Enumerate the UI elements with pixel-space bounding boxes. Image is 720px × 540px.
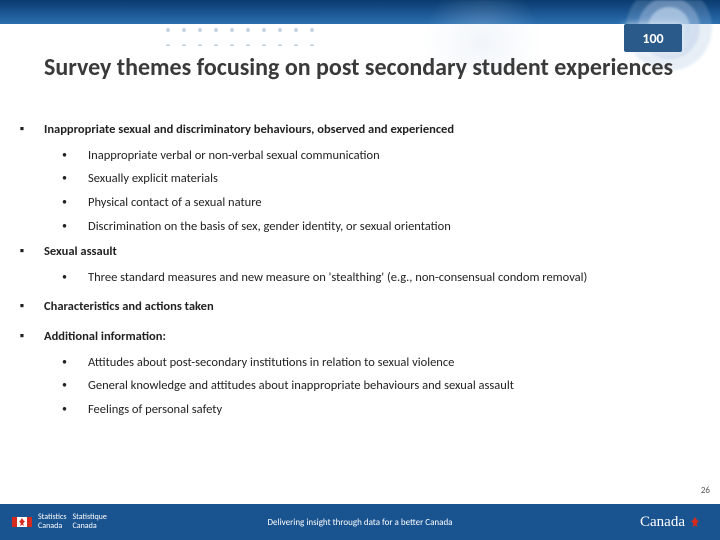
bullet-marker: •: [62, 148, 88, 164]
bullet-marker: •: [62, 219, 88, 235]
bullet-level2: •Three standard measures and new measure…: [62, 270, 700, 286]
slide-title: Survey themes focusing on post secondary…: [44, 54, 680, 82]
bullet-text: Inappropriate verbal or non-verbal sexua…: [88, 148, 700, 164]
bullet-marker: ▪: [18, 122, 44, 138]
bullet-marker: •: [62, 402, 88, 418]
bullet-text: Discrimination on the basis of sex, gend…: [88, 219, 700, 235]
bullet-marker: •: [62, 355, 88, 371]
bullet-text: Sexual assault: [44, 244, 117, 260]
bullet-text: Physical contact of a sexual nature: [88, 195, 700, 211]
footer-agency-block: StatisticsCanada StatistiqueCanada: [0, 513, 107, 531]
footer-tagline: Delivering insight through data for a be…: [0, 517, 720, 528]
bullet-level1: ▪Inappropriate sexual and discriminatory…: [18, 122, 700, 138]
bullet-text: Characteristics and actions taken: [44, 299, 214, 315]
bullet-text: Sexually explicit materials: [88, 171, 700, 187]
bullet-level2: •Feelings of personal safety: [62, 402, 700, 418]
bullet-marker: ▪: [18, 329, 44, 345]
bullet-marker: •: [62, 270, 88, 286]
bullet-level2: •Physical contact of a sexual nature: [62, 195, 700, 211]
bullet-marker: •: [62, 378, 88, 394]
bullet-level2: •Attitudes about post-secondary institut…: [62, 355, 700, 371]
bullet-marker: •: [62, 195, 88, 211]
bullet-marker: ▪: [18, 244, 44, 260]
canada-flag-icon: [12, 517, 32, 527]
bullet-text: Three standard measures and new measure …: [88, 270, 700, 286]
bullet-level1: ▪Additional information:: [18, 329, 700, 345]
bullet-marker: ▪: [18, 299, 44, 315]
agency-name-fr: StatistiqueCanada: [72, 513, 106, 531]
bullet-level1: ▪Characteristics and actions taken: [18, 299, 700, 315]
canada-wordmark: Canada: [640, 514, 720, 531]
bullet-text: General knowledge and attitudes about in…: [88, 378, 700, 394]
bullet-level2: •Inappropriate verbal or non-verbal sexu…: [62, 148, 700, 164]
content-body: ▪Inappropriate sexual and discriminatory…: [18, 122, 700, 426]
bullet-text: Inappropriate sexual and discriminatory …: [44, 122, 454, 138]
bullet-text: Attitudes about post-secondary instituti…: [88, 355, 700, 371]
bullet-level2: •General knowledge and attitudes about i…: [62, 378, 700, 394]
anniversary-badge: 100: [624, 24, 682, 52]
header-dot-pattern: [160, 6, 320, 46]
bullet-text: Additional information:: [44, 329, 166, 345]
maple-leaf-icon: [688, 515, 702, 529]
footer-bar: StatisticsCanada StatistiqueCanada Deliv…: [0, 504, 720, 540]
bullet-text: Feelings of personal safety: [88, 402, 700, 418]
agency-name-en: StatisticsCanada: [38, 513, 66, 531]
bullet-level1: ▪Sexual assault: [18, 244, 700, 260]
bullet-level2: •Discrimination on the basis of sex, gen…: [62, 219, 700, 235]
bullet-marker: •: [62, 171, 88, 187]
bullet-level2: •Sexually explicit materials: [62, 171, 700, 187]
page-number: 26: [701, 485, 710, 496]
